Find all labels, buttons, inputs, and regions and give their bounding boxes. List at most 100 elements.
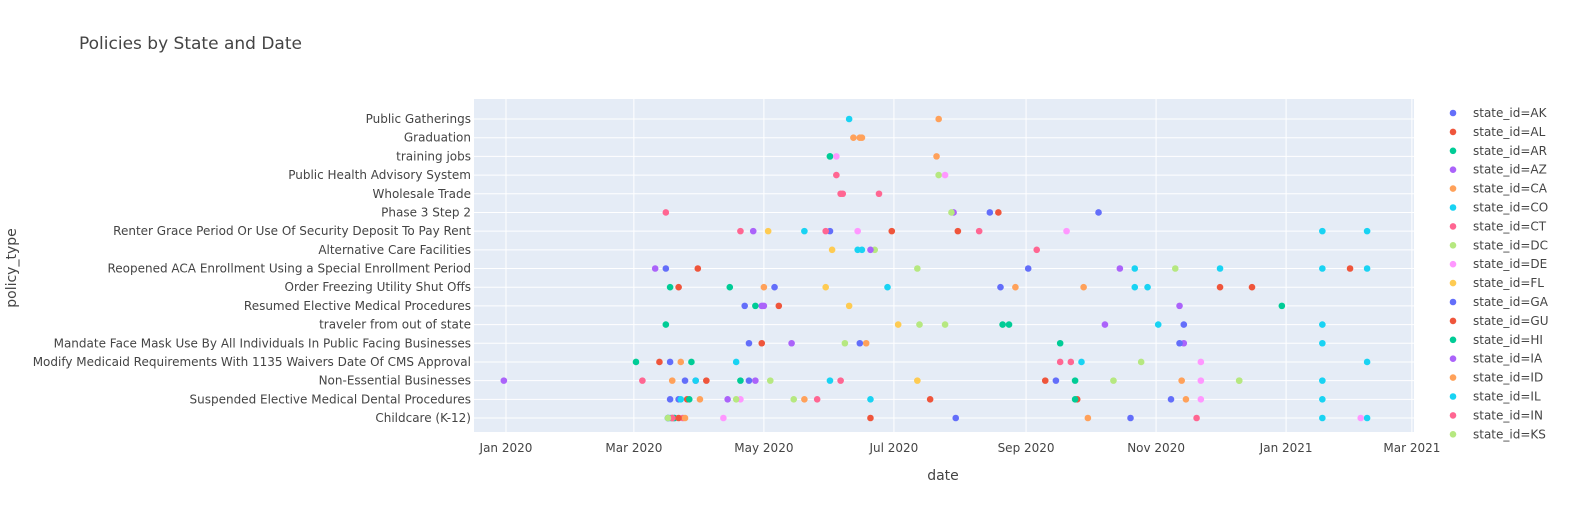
data-point — [732, 396, 740, 403]
data-point — [1071, 377, 1079, 384]
legend: state_id=AK state_id=AL state_id=AR state_i… — [1449, 106, 1549, 441]
data-point — [997, 283, 1004, 291]
data-point — [732, 358, 740, 366]
data-point — [500, 377, 508, 384]
legend-label[interactable]: state_id=CT — [1473, 219, 1547, 233]
legend-marker — [1449, 128, 1457, 136]
data-point — [1357, 414, 1365, 422]
data-point — [745, 339, 753, 347]
legend-label[interactable]: state_id=GU — [1473, 314, 1549, 328]
data-point — [1278, 302, 1286, 310]
data-point — [681, 377, 689, 384]
data-point — [1363, 358, 1371, 366]
legend-label[interactable]: state_id=AK — [1473, 106, 1548, 120]
data-point — [771, 283, 778, 291]
data-point — [675, 414, 682, 422]
data-point — [1137, 358, 1145, 366]
data-point — [664, 414, 672, 422]
legend-label[interactable]: state_id=IA — [1473, 352, 1543, 366]
legend-marker — [1449, 147, 1457, 155]
data-point — [703, 377, 710, 384]
data-point — [975, 227, 983, 235]
data-points — [500, 115, 1371, 422]
y-tick-label: Reopened ACA Enrollment Using a Special … — [107, 262, 471, 276]
y-tick-label: Non-Essential Businesses — [319, 374, 471, 388]
data-point — [677, 396, 685, 403]
legend-label[interactable]: state_id=DC — [1473, 238, 1548, 252]
data-point — [741, 302, 749, 310]
legend-label[interactable]: state_id=HI — [1473, 333, 1543, 347]
legend-marker — [1449, 412, 1457, 419]
x-axis-ticks: Jan 2020 Mar 2020 May 2020 Jul 2020 Sep 2020… — [479, 441, 1441, 455]
y-tick-label: Mandate Face Mask Use By All Individuals… — [54, 336, 471, 350]
legend-label[interactable]: state_id=KS — [1473, 427, 1546, 441]
legend-label[interactable]: state_id=FL — [1473, 276, 1544, 290]
data-point — [666, 283, 674, 291]
legend-marker — [1449, 298, 1457, 306]
data-point — [914, 265, 921, 272]
legend-label[interactable]: state_id=AL — [1473, 125, 1546, 139]
legend-label[interactable]: state_id=CA — [1473, 182, 1548, 196]
grid-lines — [474, 99, 1414, 432]
data-point — [764, 227, 772, 235]
data-point — [1171, 265, 1179, 272]
data-point — [828, 246, 836, 254]
data-point — [833, 171, 840, 179]
data-point — [837, 377, 844, 384]
data-point — [839, 190, 847, 198]
legend-marker — [1449, 204, 1457, 211]
y-tick-label: training jobs — [396, 149, 471, 163]
x-tick-label: May 2020 — [734, 441, 793, 455]
legend-marker — [1449, 393, 1457, 400]
data-point — [1110, 377, 1117, 384]
legend-label[interactable]: state_id=IL — [1473, 390, 1541, 404]
legend-label[interactable]: state_id=IN — [1473, 408, 1543, 422]
data-point — [662, 265, 670, 272]
data-point — [1363, 227, 1371, 235]
y-tick-label: traveler from out of state — [319, 318, 471, 332]
x-tick-label: Mar 2021 — [1383, 441, 1440, 455]
data-point — [788, 339, 795, 347]
data-point — [1319, 414, 1326, 422]
data-point — [813, 396, 821, 403]
data-point — [775, 302, 783, 310]
data-point — [1216, 265, 1224, 272]
y-tick-label: Public Health Advisory System — [288, 168, 471, 182]
legend-marker — [1449, 317, 1457, 325]
data-point — [801, 227, 808, 235]
data-point — [651, 265, 659, 272]
legend-marker — [1449, 374, 1457, 381]
y-tick-label: Suspended Elective Medical Dental Proced… — [189, 392, 471, 406]
data-point — [826, 153, 834, 160]
data-point — [720, 414, 727, 422]
x-tick-label: Jan 2020 — [479, 441, 533, 455]
legend-label[interactable]: state_id=ID — [1473, 371, 1543, 385]
data-point — [1319, 227, 1326, 235]
legend-label[interactable]: state_id=GA — [1473, 295, 1549, 309]
data-point — [1216, 283, 1224, 291]
data-point — [926, 396, 934, 403]
data-point — [884, 283, 891, 291]
data-point — [745, 377, 753, 384]
data-point — [867, 246, 874, 254]
legend-label[interactable]: state_id=DE — [1473, 257, 1547, 271]
legend-label[interactable]: state_id=AR — [1473, 144, 1547, 158]
data-point — [1182, 396, 1190, 403]
y-tick-label: Childcare (K-12) — [375, 411, 471, 425]
data-point — [1235, 377, 1243, 384]
data-point — [1095, 209, 1102, 216]
data-point — [941, 171, 949, 179]
y-tick-label: Graduation — [404, 131, 471, 145]
data-point — [1248, 283, 1256, 291]
legend-marker — [1449, 336, 1457, 344]
legend-label[interactable]: state_id=CO — [1473, 201, 1548, 215]
y-tick-label: Wholesale Trade — [372, 187, 471, 201]
data-point — [685, 396, 693, 403]
data-point — [1319, 321, 1326, 328]
data-point — [1024, 265, 1032, 272]
legend-marker — [1449, 242, 1457, 249]
legend-label[interactable]: state_id=AZ — [1473, 163, 1547, 177]
data-point — [1176, 302, 1183, 310]
data-point — [854, 227, 861, 235]
